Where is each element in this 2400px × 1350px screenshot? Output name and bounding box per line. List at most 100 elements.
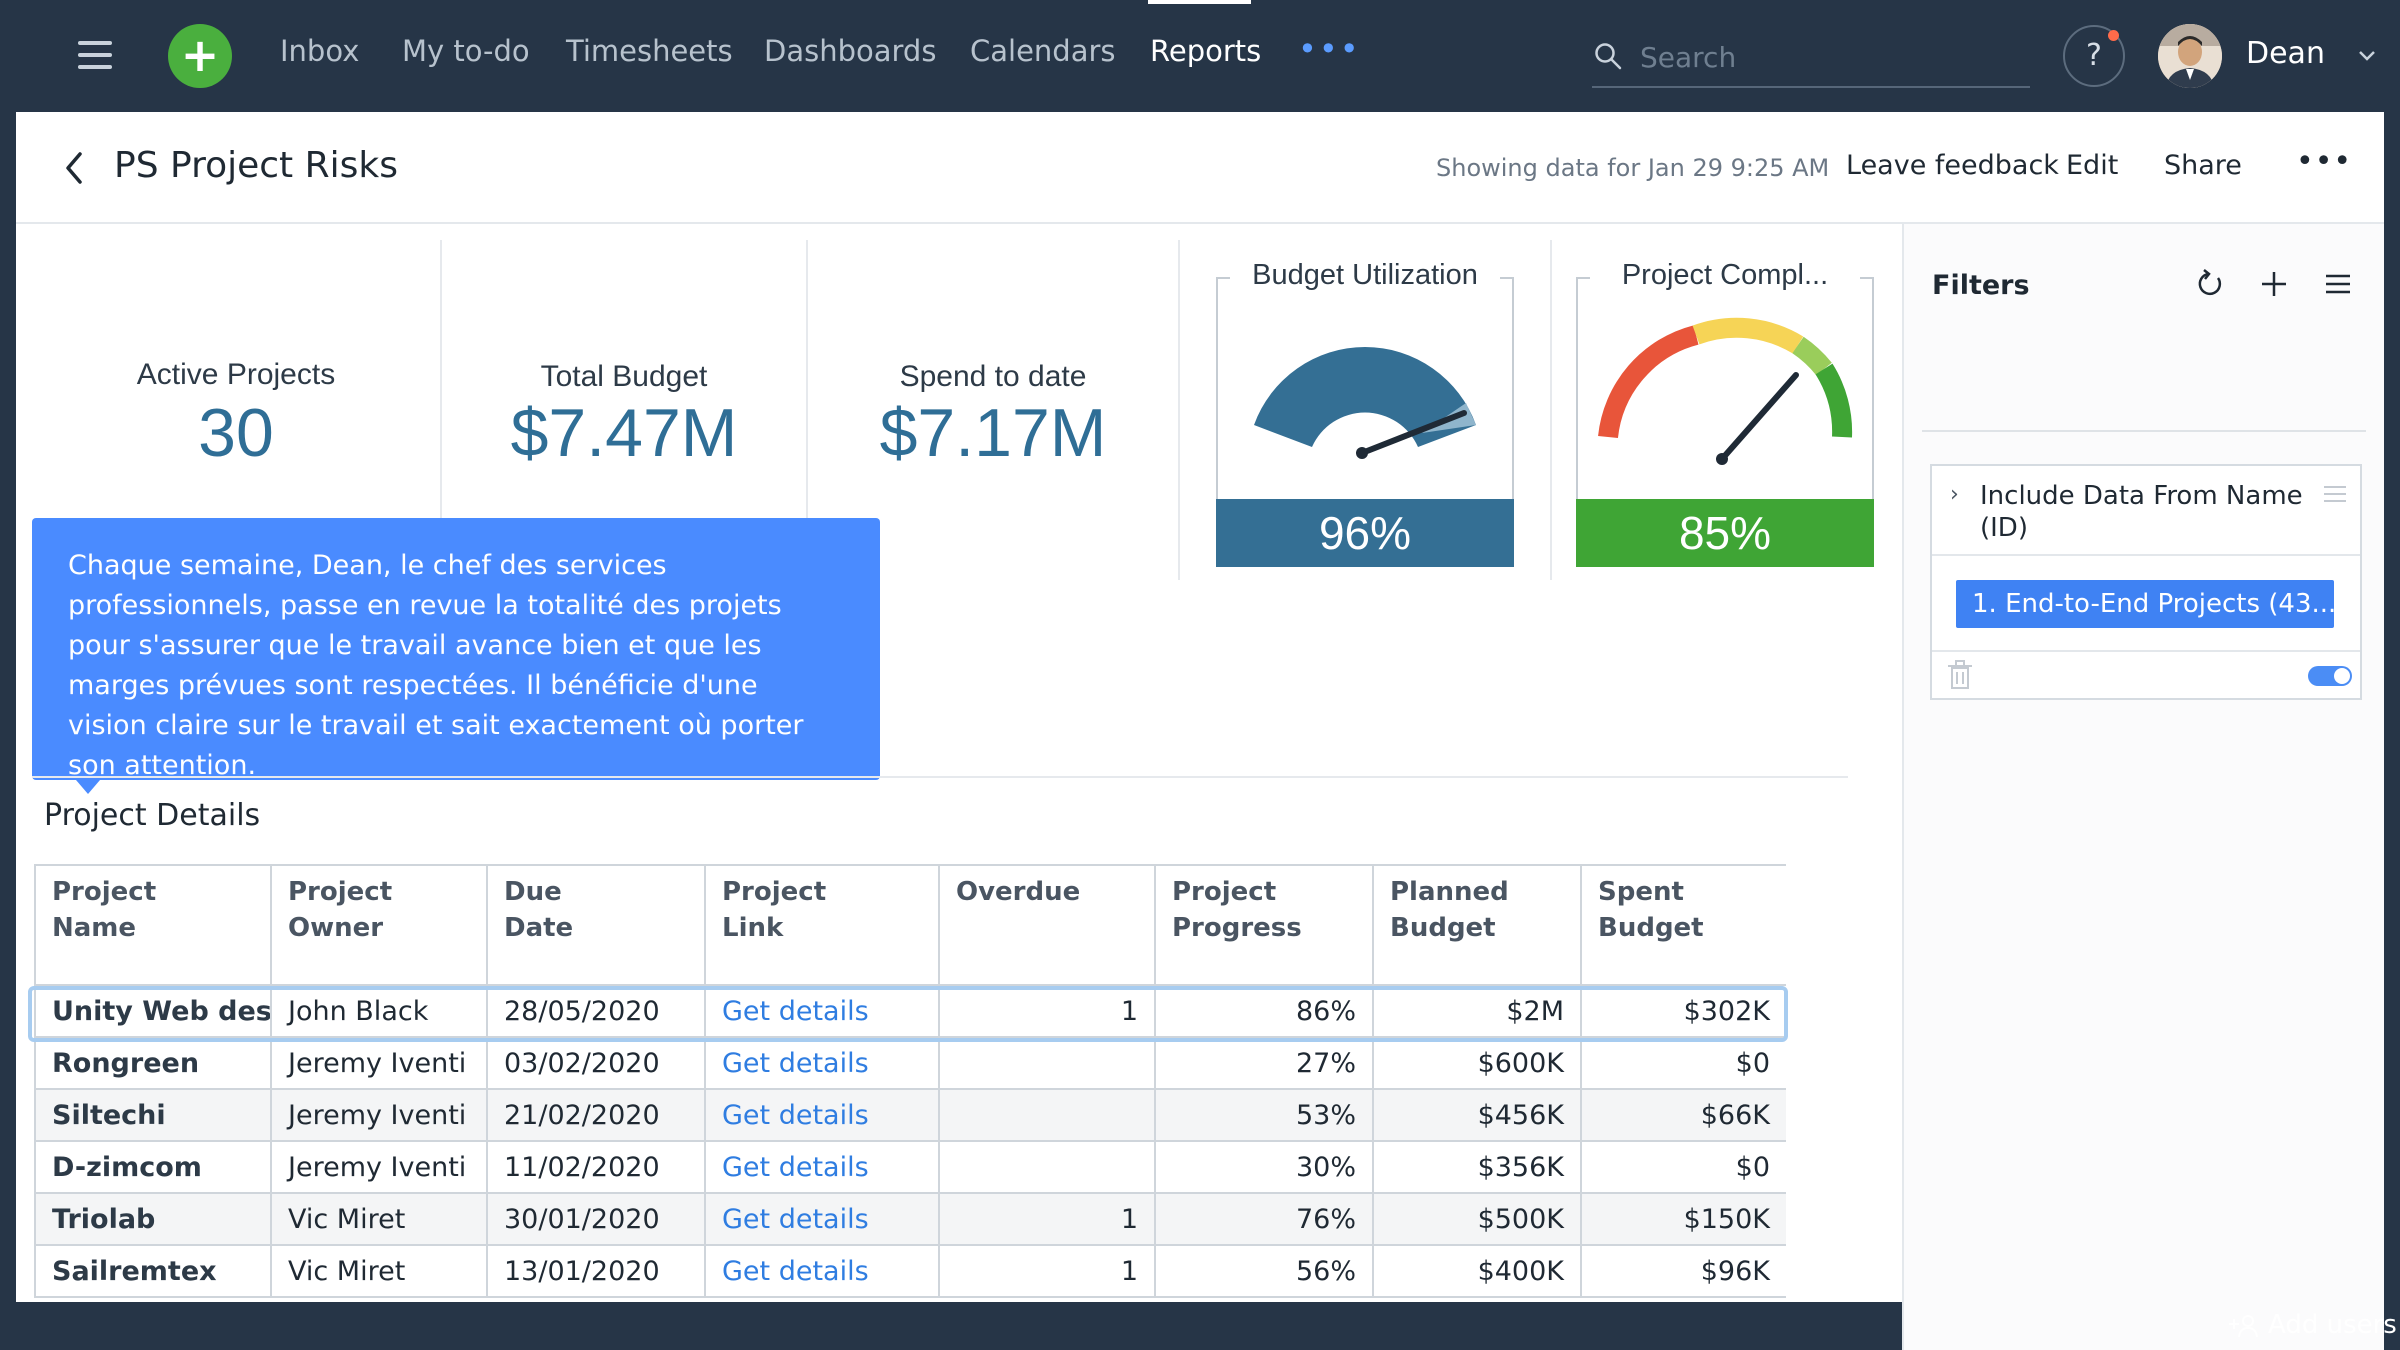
chevron-right-icon[interactable]: › [1950, 482, 1959, 507]
filters-panel: Filters › Include Data From Name (ID) 1.… [1902, 224, 2384, 1350]
cell-planned: $600K [1372, 1036, 1582, 1090]
cell-overdue: 1 [938, 1244, 1156, 1298]
drag-handle-icon[interactable] [2322, 484, 2348, 504]
cell-progress: 27% [1154, 1036, 1374, 1090]
table-row[interactable]: Sailremtex Vic Miret 13/01/2020 Get details… [34, 1244, 1786, 1298]
reset-icon[interactable] [2194, 268, 2226, 300]
report-header: PS Project Risks Showing data for Jan 29… [16, 112, 2384, 224]
budget-gauge-chart [1254, 347, 1476, 459]
get-details-link[interactable]: Get details [722, 1099, 869, 1131]
get-details-link[interactable]: Get details [722, 1151, 869, 1183]
user-name[interactable]: Dean [2246, 36, 2325, 71]
cell-planned: $356K [1372, 1140, 1582, 1194]
cell-owner: Jeremy Iventi [270, 1036, 488, 1090]
nav-more-icon[interactable]: ••• [1298, 30, 1361, 68]
cell-overdue [938, 1036, 1156, 1090]
nav-inbox[interactable]: Inbox [280, 34, 360, 68]
filter-value-chip[interactable]: 1. End-to-End Projects (43... [1956, 580, 2334, 628]
add-users-button[interactable]: Add users [2228, 1310, 2397, 1340]
cell-progress: 86% [1154, 984, 1374, 1038]
cell-spent: $150K [1580, 1192, 1786, 1246]
nav-my-todo[interactable]: My to-do [402, 34, 530, 68]
cell-owner: John Black [270, 984, 488, 1038]
avatar[interactable] [2158, 24, 2222, 88]
cell-overdue: 1 [938, 984, 1156, 1038]
cell-due: 21/02/2020 [486, 1088, 706, 1142]
table-row[interactable]: Siltechi Jeremy Iventi 21/02/2020 Get detai… [34, 1088, 1786, 1142]
active-tab-indicator [1148, 0, 1251, 4]
completion-gauge-chart [1598, 317, 1853, 465]
table-row[interactable]: D-zimcom Jeremy Iventi 11/02/2020 Get detai… [34, 1140, 1786, 1194]
table-row[interactable]: Rongreen Jeremy Iventi 03/02/2020 Get detai… [34, 1036, 1786, 1090]
cell-name: Triolab [34, 1192, 272, 1246]
cell-link[interactable]: Get details [704, 1244, 940, 1298]
get-details-link[interactable]: Get details [722, 995, 869, 1027]
info-tooltip: Chaque semaine, Dean, le chef des servic… [32, 518, 880, 781]
help-button[interactable]: ? [2063, 25, 2125, 87]
back-arrow-icon[interactable] [60, 150, 88, 186]
cell-link[interactable]: Get details [704, 984, 940, 1038]
cell-progress: 76% [1154, 1192, 1374, 1246]
more-options-icon[interactable]: ••• [2296, 144, 2353, 179]
cell-overdue: 1 [938, 1192, 1156, 1246]
cell-name: D-zimcom [34, 1140, 272, 1194]
active-projects-value: 30 [198, 395, 274, 471]
section-title: Project Details [44, 798, 261, 833]
get-details-link[interactable]: Get details [722, 1255, 869, 1287]
chevron-down-icon[interactable] [2356, 44, 2378, 66]
spend-to-date-value: $7.17M [879, 395, 1107, 471]
leave-feedback-link[interactable]: Leave feedback [1846, 150, 2059, 181]
section-divider [32, 776, 1848, 778]
notification-dot [2108, 30, 2119, 41]
cell-planned: $500K [1372, 1192, 1582, 1246]
cell-name: Siltechi [34, 1088, 272, 1142]
cell-planned: $400K [1372, 1244, 1582, 1298]
cell-link[interactable]: Get details [704, 1088, 940, 1142]
cell-due: 28/05/2020 [486, 984, 706, 1038]
cell-spent: $0 [1580, 1140, 1786, 1194]
menu-icon[interactable] [78, 41, 112, 69]
column-header[interactable]: Project Link [704, 864, 940, 986]
budget-utilization-gauge: Budget Utilization 96% [1216, 259, 1514, 567]
get-details-link[interactable]: Get details [722, 1203, 869, 1235]
kpi-divider [806, 240, 808, 580]
cell-due: 11/02/2020 [486, 1140, 706, 1194]
column-header[interactable]: Overdue [938, 864, 1156, 986]
column-header[interactable]: Project Progress [1154, 864, 1374, 986]
cell-link[interactable]: Get details [704, 1192, 940, 1246]
filter-label[interactable]: Include Data From Name (ID) [1980, 481, 2303, 543]
trash-icon[interactable] [1946, 660, 1974, 690]
gauge-title: Project Compl... [1590, 259, 1860, 292]
kpi-divider [1550, 240, 1552, 580]
share-button[interactable]: Share [2164, 150, 2242, 181]
nav-reports[interactable]: Reports [1150, 34, 1262, 68]
column-header[interactable]: Due Date [486, 864, 706, 986]
table-row[interactable]: Triolab Vic Miret 30/01/2020 Get details 1 76… [34, 1192, 1786, 1246]
column-header[interactable]: Project Owner [270, 864, 488, 986]
edit-button[interactable]: Edit [2066, 150, 2119, 181]
search-input[interactable] [1640, 36, 2020, 78]
cell-owner: Vic Miret [270, 1244, 488, 1298]
add-button[interactable]: + [168, 24, 232, 88]
gauge-value: 96% [1216, 499, 1514, 567]
cell-spent: $0 [1580, 1036, 1786, 1090]
cell-progress: 53% [1154, 1088, 1374, 1142]
cell-progress: 30% [1154, 1140, 1374, 1194]
add-filter-icon[interactable] [2258, 268, 2290, 300]
column-header[interactable]: Planned Budget [1372, 864, 1582, 986]
get-details-link[interactable]: Get details [722, 1047, 869, 1079]
cell-link[interactable]: Get details [704, 1140, 940, 1194]
top-navigation: + Inbox My to-do Timesheets Dashboards C… [0, 0, 2400, 112]
user-photo-icon [2158, 24, 2222, 88]
column-header[interactable]: Spent Budget [1580, 864, 1786, 986]
gauge-value: 85% [1576, 499, 1874, 567]
list-menu-icon[interactable] [2322, 268, 2354, 300]
cell-link[interactable]: Get details [704, 1036, 940, 1090]
nav-calendars[interactable]: Calendars [970, 34, 1116, 68]
nav-timesheets[interactable]: Timesheets [566, 34, 733, 68]
nav-dashboards[interactable]: Dashboards [764, 34, 937, 68]
filter-toggle[interactable] [2308, 666, 2352, 686]
column-header[interactable]: Project Name [34, 864, 272, 986]
cell-overdue [938, 1088, 1156, 1142]
